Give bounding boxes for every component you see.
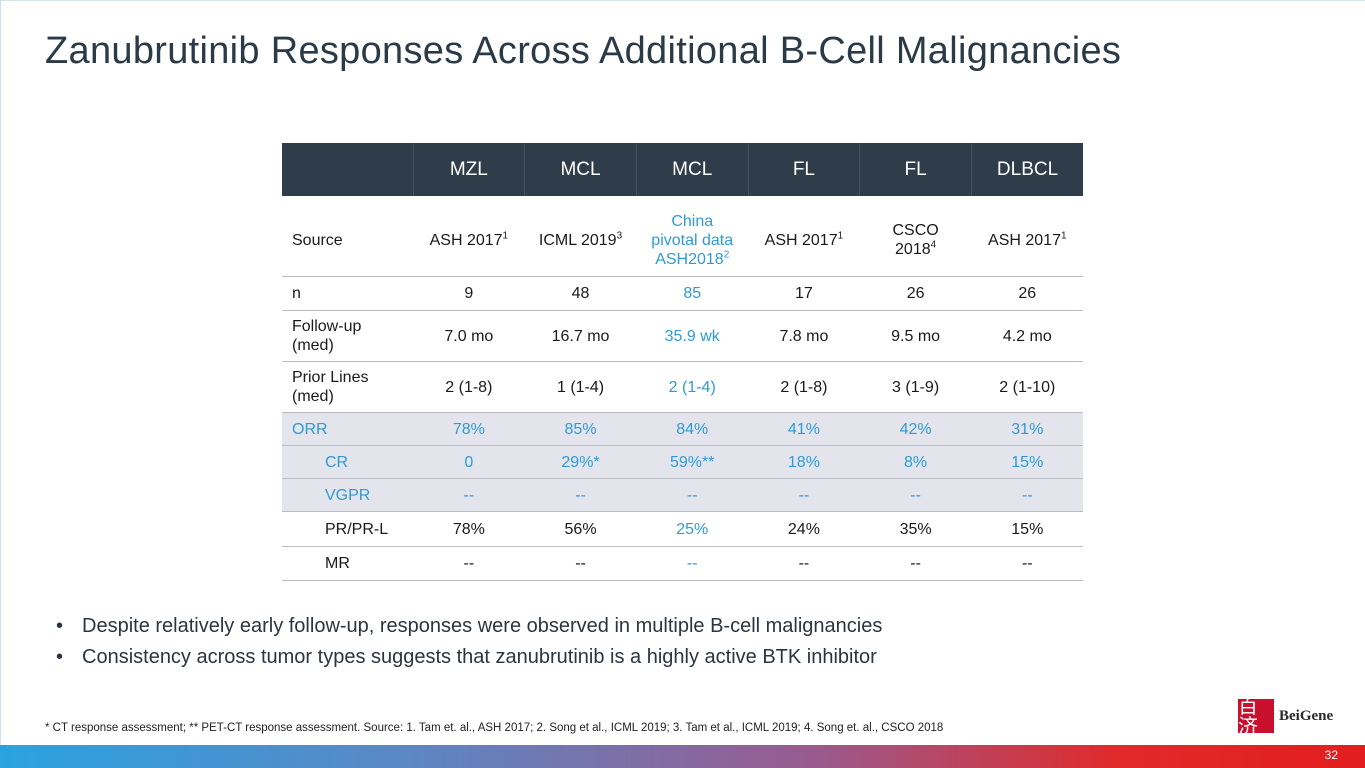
bullet-list: • Despite relatively early follow-up, res… (56, 612, 882, 674)
column-header-mzl: MZL (413, 143, 526, 196)
table-cell: 15% (971, 445, 1084, 479)
table-cell: 9.5 mo (859, 310, 972, 362)
table-cell: 84% (636, 412, 749, 446)
table-row-followup: Follow-up (med) 7.0 mo 16.7 mo 35.9 wk 7.… (282, 310, 1084, 362)
table-cell: 42% (859, 412, 972, 446)
table-cell: -- (413, 546, 525, 581)
column-header-fl-1: FL (748, 143, 861, 196)
table-cell: -- (971, 546, 1084, 581)
row-label-vgpr: VGPR (282, 478, 413, 512)
table-cell: -- (524, 478, 637, 512)
table-cell: 78% (413, 412, 525, 446)
table-cell: 2 (1-8) (413, 361, 525, 413)
row-label-mr: MR (282, 546, 413, 581)
table-cell: 8% (859, 445, 972, 479)
table-cell: 2 (1-8) (748, 361, 860, 413)
table-cell: 4.2 mo (971, 310, 1084, 362)
responses-table: MZL MCL MCL FL FL DLBCL Source ASH 20171… (282, 143, 1084, 581)
bullet-item: • Consistency across tumor types suggests… (56, 643, 882, 674)
table-cell: 26 (971, 276, 1084, 311)
table-cell: -- (859, 478, 972, 512)
logo-mark-icon: 百济 (1238, 696, 1274, 736)
table-cell: 31% (971, 412, 1084, 446)
table-cell: 18% (748, 445, 860, 479)
table-header-row: MZL MCL MCL FL FL DLBCL (282, 143, 1084, 196)
left-rule (0, 0, 1, 745)
table-cell: -- (748, 478, 860, 512)
table-row-n: n 9 48 85 17 26 26 (282, 276, 1084, 311)
table-cell: 17 (748, 276, 860, 311)
table-cell: 29%* (524, 445, 637, 479)
table-cell: -- (636, 478, 749, 512)
table-cell: 0 (413, 445, 525, 479)
table-cell: -- (971, 478, 1084, 512)
table-row-orr: ORR 78% 85% 84% 41% 42% 31% (282, 412, 1084, 446)
beigene-logo: 百济 BeiGene (1238, 696, 1334, 736)
table-cell: 2 (1-10) (971, 361, 1084, 413)
source-cell: ICML 20193 (524, 204, 637, 277)
row-label-cr: CR (282, 445, 413, 479)
table-cell: 48 (524, 276, 637, 311)
row-label-n: n (282, 276, 413, 311)
table-cell: 85 (636, 276, 749, 311)
bullet-item: • Despite relatively early follow-up, res… (56, 612, 882, 643)
table-cell: -- (748, 546, 860, 581)
table-row-mr: MR -- -- -- -- -- -- (282, 546, 1084, 581)
table-row-vgpr: VGPR -- -- -- -- -- -- (282, 478, 1084, 512)
bullet-glyph: • (56, 615, 64, 637)
top-rule (0, 0, 1365, 1)
table-cell: 41% (748, 412, 860, 446)
footnote: * CT response assessment; ** PET-CT resp… (45, 722, 944, 734)
table-row-prior-lines: Prior Lines (med) 2 (1-8) 1 (1-4) 2 (1-4)… (282, 361, 1084, 413)
table-row-source: Source ASH 20171 ICML 20193 China pivotal… (282, 204, 1084, 277)
column-header-fl-2: FL (859, 143, 972, 196)
row-label-source: Source (282, 204, 413, 277)
table-cell: 85% (524, 412, 637, 446)
table-cell: 2 (1-4) (636, 361, 749, 413)
row-label-prior-lines: Prior Lines (med) (282, 361, 413, 413)
row-label-orr: ORR (282, 412, 413, 446)
row-label-followup: Follow-up (med) (282, 310, 413, 362)
column-header-blank (282, 143, 414, 196)
table-row-pr: PR/PR-L 78% 56% 25% 24% 35% 15% (282, 511, 1084, 547)
table-cell: 3 (1-9) (859, 361, 972, 413)
slide-title: Zanubrutinib Responses Across Additional… (45, 30, 1122, 72)
table-cell: 59%** (636, 445, 749, 479)
table-cell: -- (859, 546, 972, 581)
logo-text: BeiGene (1279, 707, 1334, 724)
row-label-pr: PR/PR-L (282, 511, 413, 547)
table-cell: 35% (859, 511, 972, 547)
table-cell: 78% (413, 511, 525, 547)
bullet-glyph: • (56, 646, 64, 668)
table-cell: 1 (1-4) (524, 361, 637, 413)
column-header-dlbcl: DLBCL (971, 143, 1084, 196)
bottom-gradient-bar: 32 (0, 745, 1365, 768)
source-cell: China pivotal data ASH20182 (636, 204, 749, 277)
table-cell: 7.0 mo (413, 310, 525, 362)
table-cell: 35.9 wk (636, 310, 749, 362)
column-header-mcl-2: MCL (636, 143, 749, 196)
table-cell: -- (636, 546, 749, 581)
table-cell: 26 (859, 276, 972, 311)
source-cell: ASH 20171 (748, 204, 860, 277)
table-cell: 16.7 mo (524, 310, 637, 362)
source-cell: ASH 20171 (971, 204, 1084, 277)
table-cell: 15% (971, 511, 1084, 547)
table-cell: 56% (524, 511, 637, 547)
table-cell: -- (524, 546, 637, 581)
table-cell: -- (413, 478, 525, 512)
table-row-cr: CR 0 29%* 59%** 18% 8% 15% (282, 445, 1084, 479)
column-header-mcl-1: MCL (524, 143, 637, 196)
table-cell: 9 (413, 276, 525, 311)
table-cell: 7.8 mo (748, 310, 860, 362)
table-cell: 25% (636, 511, 749, 547)
source-cell: ASH 20171 (413, 204, 525, 277)
page-number: 32 (1324, 748, 1338, 762)
table-cell: 24% (748, 511, 860, 547)
source-cell: CSCO 20184 (859, 204, 972, 277)
